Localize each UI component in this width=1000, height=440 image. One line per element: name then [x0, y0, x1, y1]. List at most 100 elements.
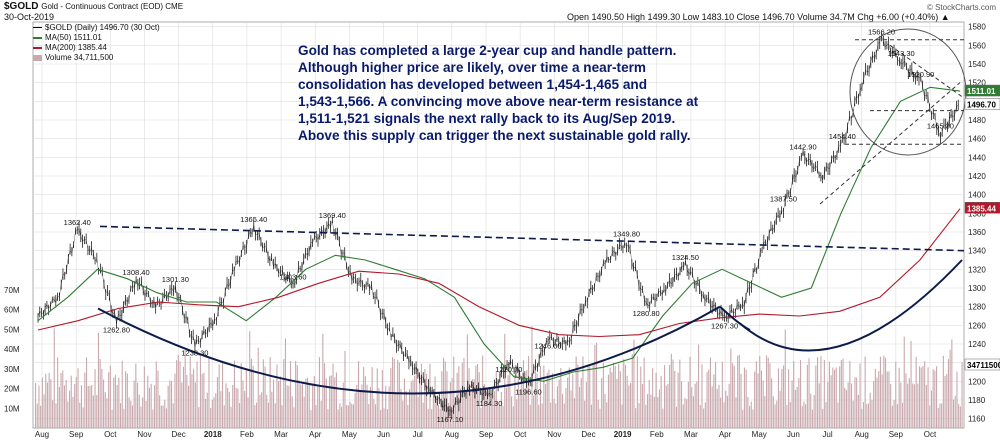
value-tag-bg: [964, 358, 1000, 371]
volume-bar: [703, 408, 705, 428]
volume-tick-label: 70M: [4, 286, 20, 295]
date-tick-label: Jun: [377, 430, 390, 439]
volume-bar: [291, 396, 293, 428]
volume-bar: [295, 360, 297, 428]
volume-bar: [953, 399, 955, 428]
volume-bar: [388, 386, 390, 428]
volume-bar: [46, 382, 48, 428]
volume-bar: [684, 397, 686, 428]
volume-bar: [284, 338, 286, 428]
volume-bars: [35, 326, 963, 428]
volume-bar: [601, 378, 603, 428]
volume-bar: [208, 357, 210, 428]
volume-bar: [745, 369, 747, 428]
volume-bar: [437, 404, 439, 428]
pivot-label: 1520.90: [907, 70, 934, 79]
volume-bar: [675, 406, 677, 428]
volume-bar: [239, 403, 241, 428]
volume-bar: [215, 393, 217, 428]
volume-bar: [420, 363, 422, 428]
volume-bar: [580, 378, 582, 428]
volume-bar: [902, 402, 904, 428]
volume-bar: [373, 398, 375, 428]
volume-bar: [439, 408, 441, 428]
volume-bar: [244, 391, 246, 428]
volume-bar: [84, 372, 86, 428]
date-tick-label: Feb: [650, 430, 664, 439]
volume-bar: [706, 372, 708, 428]
volume-bar: [43, 394, 45, 428]
volume-bar: [65, 379, 67, 428]
volume-bar: [254, 405, 256, 428]
volume-bar: [633, 339, 635, 428]
volume-bar: [417, 396, 419, 428]
volume-bar: [296, 365, 298, 428]
volume-bar: [451, 377, 453, 428]
volume-bar: [441, 371, 443, 428]
volume-bar: [801, 406, 803, 428]
date-tick-label: May: [752, 430, 767, 439]
volume-bar: [283, 359, 285, 428]
volume-bar: [616, 378, 618, 428]
volume-bar: [504, 333, 506, 428]
volume-bar: [227, 387, 229, 428]
volume-bar: [143, 366, 145, 428]
volume-bar: [341, 406, 343, 428]
volume-bar: [709, 357, 711, 428]
volume-bar: [769, 363, 771, 428]
volume-bar: [570, 390, 572, 428]
volume-bar: [99, 359, 101, 428]
volume-bar: [553, 398, 555, 428]
volume-bar: [888, 371, 890, 428]
volume-bar: [366, 384, 368, 428]
volume-bar: [69, 390, 71, 428]
price-tick-label: 1380: [968, 209, 986, 218]
volume-bar: [507, 375, 509, 428]
volume-bar: [301, 383, 303, 428]
volume-bar: [961, 362, 963, 428]
volume-bar: [844, 387, 846, 428]
volume-bar: [487, 390, 489, 428]
volume-bar: [665, 385, 667, 428]
volume-bar: [777, 368, 779, 428]
volume-bar: [133, 380, 135, 428]
volume-bar: [505, 387, 507, 428]
volume-bar: [533, 395, 535, 428]
volume-bar: [494, 391, 496, 428]
volume-bar: [837, 402, 839, 428]
volume-bar: [480, 407, 482, 428]
volume-bar: [488, 396, 490, 428]
volume-bar: [597, 399, 599, 428]
volume-bar: [483, 384, 485, 428]
volume-bar: [160, 405, 162, 428]
pivot-label: 1303.60: [279, 273, 306, 282]
volume-bar: [832, 367, 834, 428]
volume-bar: [954, 395, 956, 428]
date-tick-label: Feb: [240, 430, 254, 439]
volume-bar: [866, 404, 868, 428]
volume-bar: [856, 377, 858, 428]
volume-bar: [233, 360, 235, 428]
legend-volume-label: Volume 34,711,500: [45, 53, 114, 62]
pivot-label: 1362.40: [64, 218, 91, 227]
volume-tick-label: 20M: [4, 385, 20, 394]
volume-bar: [572, 373, 574, 428]
volume-bar: [798, 377, 800, 428]
date-tick-label: Apr: [719, 430, 732, 439]
volume-bar: [630, 383, 632, 428]
pivot-label: 1324.50: [672, 253, 699, 262]
volume-bar: [560, 368, 562, 428]
volume-bar: [290, 361, 292, 428]
volume-bar: [92, 395, 94, 428]
volume-bar: [104, 392, 106, 428]
volume-bar: [582, 356, 584, 428]
pivot-label: 1267.30: [711, 322, 738, 331]
volume-bar: [497, 406, 499, 428]
volume-bar: [903, 336, 905, 428]
volume-bar: [111, 409, 113, 428]
volume-bar: [623, 359, 625, 428]
volume-bar: [400, 388, 402, 428]
volume-bar: [368, 404, 370, 428]
volume-bar: [915, 356, 917, 428]
